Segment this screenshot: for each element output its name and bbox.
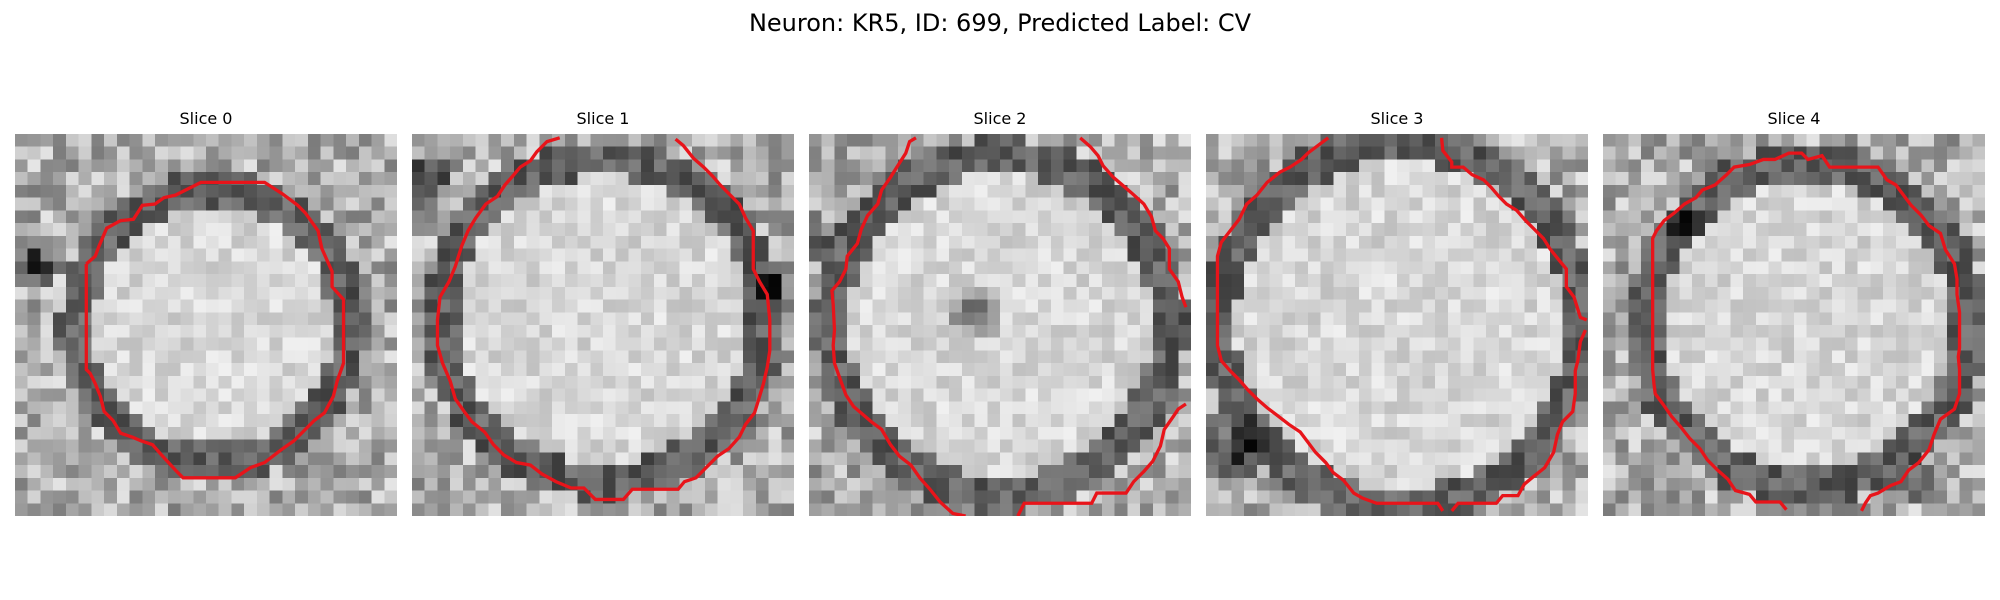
slice-title: Slice 2	[973, 109, 1027, 128]
slice-title: Slice 0	[179, 109, 233, 128]
intensity-grid	[809, 134, 1191, 516]
roi-contour	[84, 180, 346, 480]
slice-image	[1603, 134, 1985, 516]
slice-panel-4: Slice 4	[1603, 108, 1985, 516]
slice-panel-1: Slice 1	[412, 108, 794, 516]
intensity-grid	[1206, 134, 1588, 516]
slice-image	[15, 134, 397, 516]
intensity-grid	[412, 134, 794, 516]
slice-image	[1206, 134, 1588, 516]
roi-contour	[1215, 136, 1445, 512]
slice-title: Slice 1	[576, 109, 630, 128]
intensity-grid	[15, 134, 397, 516]
roi-contour	[1651, 151, 1962, 512]
slice-image	[412, 134, 794, 516]
roi-contour	[1079, 136, 1188, 308]
figure-title: Neuron: KR5, ID: 699, Predicted Label: C…	[748, 9, 1252, 37]
slice-image	[809, 134, 1191, 516]
slice-title: Slice 3	[1370, 109, 1424, 128]
slice-panel-0: Slice 0	[15, 108, 397, 516]
slice-title: Slice 4	[1767, 109, 1821, 128]
roi-contour	[1450, 329, 1587, 512]
roi-contour	[1016, 402, 1187, 516]
roi-contour	[1439, 137, 1588, 322]
intensity-grid	[1603, 134, 1985, 516]
slice-panel-3: Slice 3	[1206, 108, 1588, 516]
roi-contour	[830, 136, 966, 516]
slice-panel-2: Slice 2	[809, 108, 1191, 516]
roi-contour	[435, 136, 772, 502]
